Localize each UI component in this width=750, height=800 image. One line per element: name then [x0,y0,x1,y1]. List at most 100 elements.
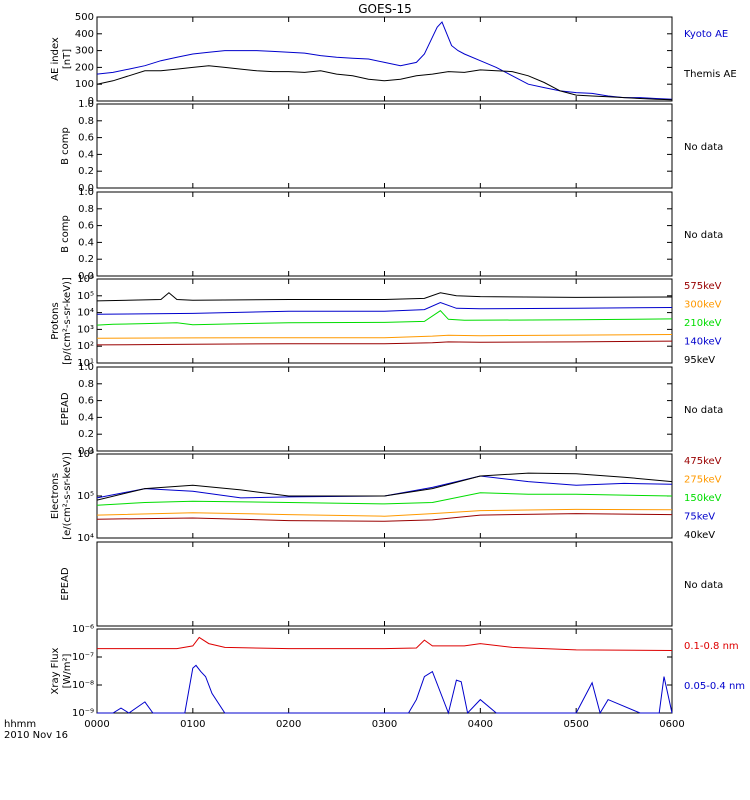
series-line-Kyoto AE [96,21,673,100]
y-tick-label: 0.2 [78,429,94,440]
y-tick-label: 0 [88,96,94,107]
no-data-note: No data [684,580,723,591]
legend-475keV: 475keV [684,456,722,467]
y-axis-label: EPEAD [60,567,71,601]
y-axis-label: Xray Flux [50,647,61,694]
y-tick-label: 10⁶ [77,449,94,460]
y-tick-label: 0.8 [78,204,94,215]
x-tick-label: 0200 [276,719,301,730]
panel-protons: 10¹ 10² 10³ 10⁴ 10⁵ 10⁶ Protons [p/(cm²-s-sr-ke… [50,274,722,369]
legend-Themis AE: Themis AE [683,69,737,80]
panel-frame [96,366,673,452]
legend-300keV: 300keV [684,300,722,311]
y-tick-label: 0.6 [78,396,94,407]
chart-title: GOES-15 [358,2,412,16]
y-tick-label: 0.8 [78,379,94,390]
y-tick-label: 1.0 [78,187,94,198]
x-tick-label: 0400 [468,719,493,730]
no-data-note: No data [684,142,723,153]
y-tick-label: 10⁻⁷ [72,652,94,663]
date-label: 2010 Nov 16 [4,730,68,741]
panel-ae: 0 100 200 300 400 500 AE index [nT] Kyoto AE Them… [50,12,737,107]
legend-150keV: 150keV [684,493,722,504]
panel-epead1: 0.0 0.2 0.4 0.6 0.8 1.0 EPEAD No data [60,362,723,457]
y-tick-label: 400 [75,29,94,40]
panel-frame [96,541,673,627]
panel-frame [96,191,673,277]
y-axis-label: AE index [50,37,61,81]
y-tick-label: 0.4 [78,149,94,160]
legend-275keV: 275keV [684,475,722,486]
y-tick-label: 10⁻⁸ [72,680,94,691]
panel-bcomp2: 0.0 0.2 0.4 0.6 0.8 1.0 B comp No data [60,187,723,282]
y-tick-label: 10⁻⁶ [72,624,94,635]
series-line-75keV [96,475,673,499]
legend-Kyoto AE: Kyoto AE [684,29,728,40]
y-tick-label: 0.4 [78,412,94,423]
x-tick-label: 0000 [84,719,109,730]
y-tick-label: 0.4 [78,237,94,248]
series-line-275keV [96,508,673,517]
legend-0.05-0.4 nm: 0.05-0.4 nm [684,681,745,692]
no-data-note: No data [684,405,723,416]
y-tick-label: 10⁻⁹ [72,708,94,719]
legend-95keV: 95keV [684,355,715,366]
y-axis-label: [nT] [62,49,73,69]
y-tick-label: 500 [75,12,94,23]
y-tick-label: 10⁵ [77,491,94,502]
y-tick-label: 10⁴ [77,308,94,319]
panel-xray: 10⁻⁹ 10⁻⁸ 10⁻⁷ 10⁻⁶ Xray Flux [W/m²] 0.1-0.8 n… [50,624,745,719]
series-line-95keV [96,292,673,302]
y-axis-label: Electrons [50,473,61,519]
y-tick-label: 10⁶ [77,274,94,285]
no-data-note: No data [684,230,723,241]
y-tick-label: 10⁵ [77,291,94,302]
legend-575keV: 575keV [684,281,722,292]
y-tick-label: 100 [75,79,94,90]
y-tick-label: 10¹ [77,358,94,369]
x-tick-label: 0300 [372,719,397,730]
y-tick-label: 10³ [77,324,94,335]
x-tick-label: 0100 [180,719,205,730]
x-tick-label: 0600 [659,719,684,730]
y-tick-label: 0.0 [78,271,94,282]
y-tick-label: 0.0 [78,183,94,194]
panel-electrons: 10⁴ 10⁵ 10⁶ Electrons [e/(cm²-s-sr-keV)] 475k… [50,449,722,544]
panel-frame [96,16,673,102]
series-line-475keV [96,513,673,522]
y-tick-label: 10² [77,341,94,352]
panel-epead2: EPEAD No data [60,541,723,627]
y-axis-label: Protons [50,302,61,339]
y-tick-label: 0.8 [78,116,94,127]
legend-210keV: 210keV [684,318,722,329]
x-unit-label: hhmm [4,719,36,730]
y-tick-label: 0.2 [78,166,94,177]
y-tick-label: 0.0 [78,446,94,457]
series-line-150keV [96,492,673,506]
y-tick-label: 1.0 [78,362,94,373]
y-axis-label: B comp [60,127,71,165]
panel-frame [96,628,673,714]
panel-frame [96,278,673,364]
y-tick-label: 300 [75,46,94,57]
legend-75keV: 75keV [684,512,715,523]
y-tick-label: 200 [75,62,94,73]
y-axis-label: [e/(cm²-s-sr-keV)] [62,452,73,540]
series-line-140keV [96,301,673,315]
y-tick-label: 0.2 [78,254,94,265]
panel-frame [96,103,673,189]
y-tick-label: 1.0 [78,99,94,110]
y-axis-label: EPEAD [60,392,71,426]
x-tick-label: 0500 [563,719,588,730]
panel-bcomp1: 0.0 0.2 0.4 0.6 0.8 1.0 B comp No data [60,99,723,194]
y-axis-label: B comp [60,215,71,253]
legend-140keV: 140keV [684,337,722,348]
series-line-Themis AE [96,65,673,101]
y-tick-label: 0.6 [78,221,94,232]
series-line-575keV [96,340,673,346]
series-line-0.05-0.4 nm [97,664,673,715]
y-tick-label: 10⁴ [77,533,94,544]
y-tick-label: 0.6 [78,133,94,144]
y-axis-label: [W/m²] [62,653,73,688]
